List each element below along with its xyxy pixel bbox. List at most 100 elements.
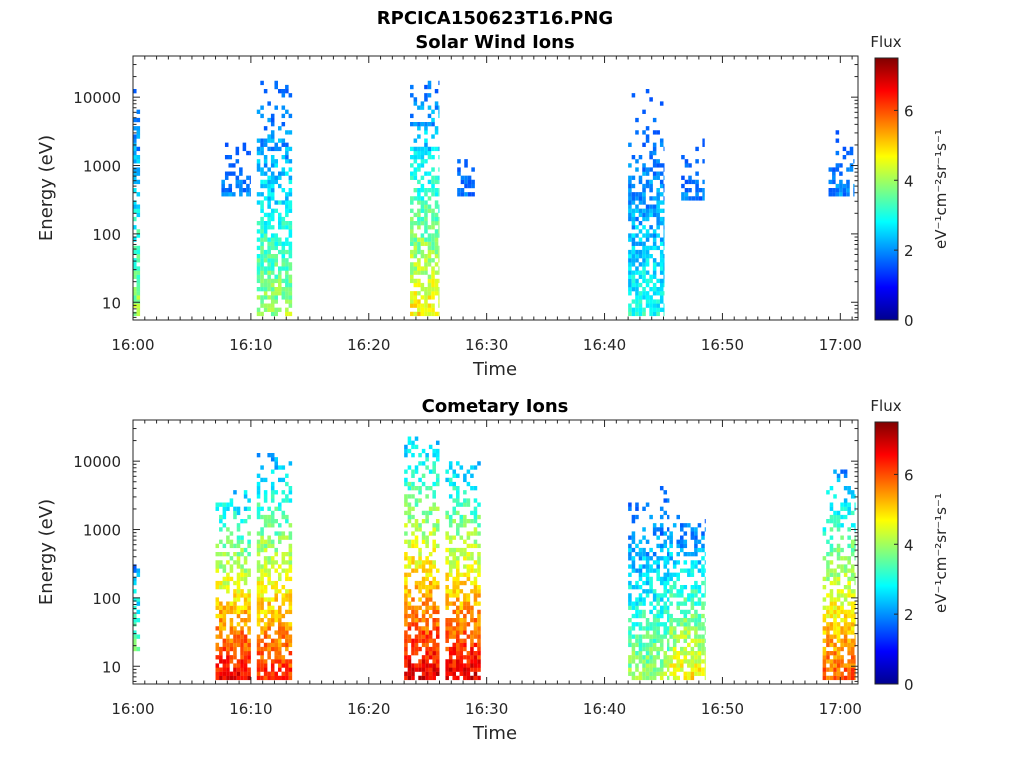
spectrogram-cell — [226, 572, 230, 577]
spectrogram-cell — [635, 307, 639, 312]
spectrogram-cell — [240, 618, 244, 623]
spectrogram-cell — [263, 307, 268, 312]
spectrogram-cell — [278, 663, 282, 668]
spectrogram-cell — [133, 117, 137, 123]
spectrogram-cell — [240, 589, 244, 594]
spectrogram-cell — [260, 572, 264, 577]
spectrogram-cell — [414, 486, 419, 491]
spectrogram-cell — [459, 609, 464, 615]
y-tick-label: 10 — [102, 294, 121, 312]
spectrogram-cell — [247, 539, 251, 544]
spectrogram-cell — [410, 221, 414, 226]
spectrogram-cell — [274, 547, 278, 553]
spectrogram-cell — [663, 630, 668, 635]
spectrogram-cell — [431, 237, 435, 242]
spectrogram-cell — [448, 477, 453, 483]
spectrogram-cell — [688, 196, 692, 201]
spectrogram-cell — [628, 233, 632, 238]
spectrogram-cell — [222, 646, 227, 652]
spectrogram-cell — [452, 667, 457, 672]
spectrogram-cell — [452, 469, 457, 474]
spectrogram-cell — [635, 675, 639, 681]
spectrogram-cell — [425, 642, 429, 648]
spectrogram-cell — [652, 667, 657, 672]
spectrogram-cell — [833, 572, 837, 577]
spectrogram-cell — [431, 221, 435, 226]
spectrogram-cell — [288, 531, 293, 536]
spectrogram-cell — [635, 241, 639, 246]
spectrogram-cell — [278, 638, 282, 643]
spectrogram-cell — [701, 543, 705, 549]
spectrogram-cell — [645, 618, 650, 623]
spectrogram-cell — [285, 572, 289, 577]
spectrogram-cell — [663, 556, 668, 561]
spectrogram-cell — [690, 597, 695, 602]
spectrogram-cell — [222, 564, 227, 569]
spectrogram-cell — [826, 564, 830, 569]
spectrogram-cell — [847, 585, 851, 590]
spectrogram-cell — [414, 564, 419, 569]
spectrogram-cell — [847, 609, 851, 615]
spectrogram-cell — [694, 618, 698, 623]
spectrogram-cell — [288, 593, 293, 598]
spectrogram-cell — [278, 572, 282, 577]
spectrogram-cell — [435, 667, 440, 672]
spectrogram-cell — [236, 630, 241, 635]
spectrogram-cell — [285, 130, 289, 135]
spectrogram-cell — [413, 295, 418, 300]
spectrogram-cell — [281, 167, 286, 172]
spectrogram-cell — [649, 299, 653, 304]
spectrogram-cell — [663, 167, 665, 172]
spectrogram-cell — [256, 200, 261, 205]
spectrogram-cell — [669, 552, 673, 557]
spectrogram-cell — [679, 601, 684, 606]
spectrogram-cell — [274, 589, 278, 594]
spectrogram-cell — [850, 490, 855, 495]
spectrogram-cell — [466, 556, 471, 561]
spectrogram-cell — [638, 613, 643, 619]
spectrogram-cell — [694, 564, 698, 569]
spectrogram-cell — [424, 122, 428, 127]
spectrogram-cell — [473, 626, 478, 631]
spectrogram-cell — [470, 663, 474, 668]
spectrogram-cell — [281, 465, 286, 470]
spectrogram-cell — [421, 473, 426, 478]
spectrogram-cell — [256, 667, 261, 672]
spectrogram-cell — [631, 622, 636, 627]
spectrogram-cell — [843, 514, 848, 520]
spectrogram-cell — [459, 655, 464, 660]
spectrogram-cell — [256, 278, 261, 284]
spectrogram-cell — [645, 254, 650, 259]
spectrogram-cell — [420, 254, 425, 259]
spectrogram-cell — [281, 552, 286, 557]
spectrogram-cell — [822, 675, 827, 681]
spectrogram-cell — [828, 179, 833, 185]
spectrogram-cell — [850, 572, 855, 577]
spectrogram-cell — [663, 270, 665, 275]
spectrogram-cell — [270, 303, 275, 308]
spectrogram-cell — [642, 171, 646, 176]
spectrogram-cell — [663, 490, 668, 495]
spectrogram-cell — [688, 179, 692, 185]
spectrogram-cell — [652, 159, 657, 164]
spectrogram-cell — [631, 233, 636, 238]
spectrogram-cell — [243, 572, 248, 577]
spectrogram-cell — [649, 568, 653, 573]
spectrogram-cell — [288, 113, 293, 119]
spectrogram-cell — [840, 514, 844, 520]
spectrogram-cell — [427, 254, 432, 259]
spectrogram-cell — [459, 667, 464, 672]
spectrogram-cell — [672, 585, 677, 590]
spectrogram-cell — [133, 262, 137, 267]
spectrogram-cell — [407, 481, 412, 487]
spectrogram-cell — [417, 241, 421, 246]
spectrogram-cell — [133, 188, 137, 193]
spectrogram-cell — [240, 576, 244, 582]
spectrogram-cell — [274, 233, 278, 238]
spectrogram-cell — [635, 601, 639, 606]
spectrogram-cell — [659, 556, 664, 561]
spectrogram-cell — [631, 216, 636, 222]
spectrogram-cell — [411, 531, 415, 536]
spectrogram-cell — [694, 659, 698, 664]
spectrogram-cell — [659, 192, 664, 197]
